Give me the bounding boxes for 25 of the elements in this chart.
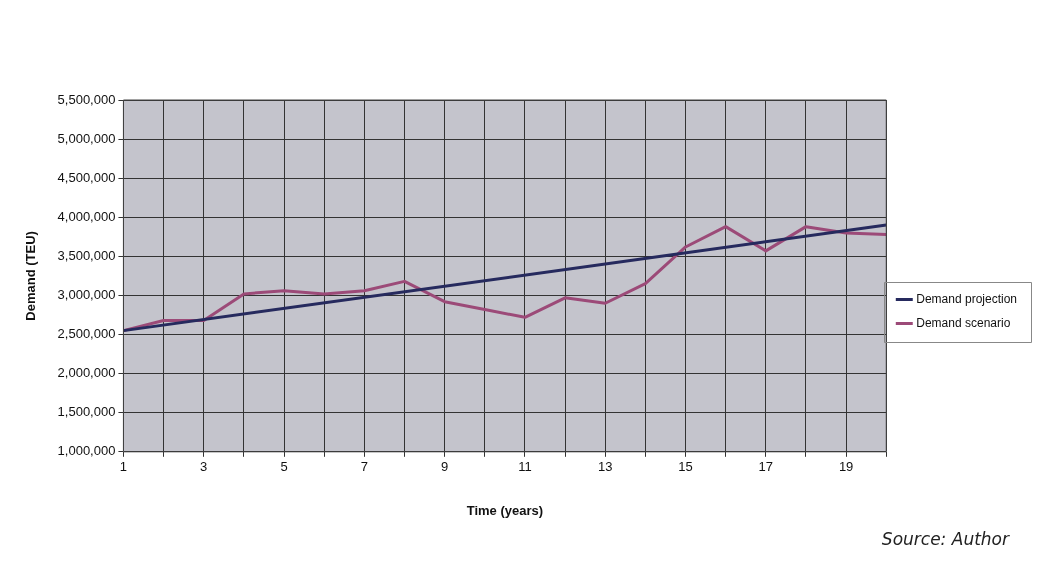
legend-label: Demand projection <box>916 291 1018 306</box>
y-tick-label: 1,500,000 <box>57 404 116 420</box>
x-tick-label: 3 <box>200 459 208 475</box>
x-tick-label: 9 <box>441 459 449 475</box>
x-axis-title: Time (years) <box>466 502 544 518</box>
y-tick-label: 2,500,000 <box>57 326 116 342</box>
x-tick-label: 15 <box>678 459 693 475</box>
y-axis-title: Demand (TEU) <box>23 231 39 321</box>
y-tick-label: 5,500,000 <box>57 91 116 107</box>
y-tick-label: 5,000,000 <box>57 130 116 146</box>
y-tick-label: 2,000,000 <box>57 365 116 381</box>
source-note: Source: Author <box>881 529 1009 549</box>
x-tick-label: 1 <box>119 459 128 475</box>
x-tick-label: 17 <box>758 459 774 475</box>
y-tick-label: 3,500,000 <box>57 247 116 263</box>
y-tick-label: 4,500,000 <box>57 169 116 185</box>
x-tick-label: 11 <box>518 459 532 475</box>
y-tick-label: 1,000,000 <box>57 443 116 459</box>
x-tick-label: 13 <box>598 459 613 475</box>
y-tick-label: 3,000,000 <box>57 287 116 303</box>
x-tick-label: 7 <box>360 459 368 475</box>
x-tick-label: 5 <box>280 459 288 475</box>
y-tick-label: 4,000,000 <box>57 208 116 224</box>
legend-label: Demand scenario <box>916 315 1011 330</box>
x-tick-label: 19 <box>838 459 854 475</box>
